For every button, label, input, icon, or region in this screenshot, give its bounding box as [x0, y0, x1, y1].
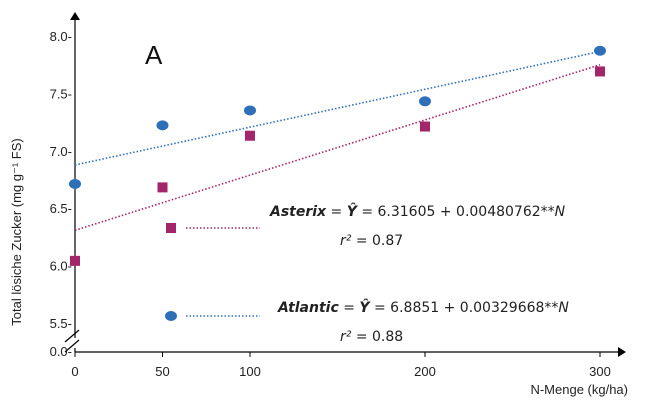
equation-equals: =	[339, 300, 360, 316]
x-tick-label: 300	[589, 364, 611, 379]
legend-marker-atlantic	[165, 311, 177, 321]
r-squared-label: r²	[340, 329, 352, 345]
y-tick-label: 7.0-	[50, 144, 72, 159]
y-tick-label: 6.5-	[50, 201, 72, 216]
data-point-atlantic	[244, 105, 256, 116]
data-point-atlantic	[419, 96, 431, 107]
equation-yhat: Ŷ	[359, 299, 371, 316]
legend-marker-asterix	[166, 223, 176, 233]
equation-rhs: = 6.31605 + 0.00480762**	[357, 204, 555, 220]
y-tick-label: 5.5-	[50, 316, 72, 331]
y-tick-label: 8.0-	[50, 29, 72, 44]
data-point-atlantic	[156, 120, 169, 131]
equation-series-label: Atlantic	[277, 300, 339, 316]
data-point-atlantic	[69, 178, 81, 189]
y-axis-arrow	[70, 12, 80, 20]
equation-atlantic: Atlantic = Ŷ = 6.8851 + 0.00329668**N	[277, 299, 569, 316]
x-tick-label: 0	[71, 364, 78, 379]
equation-variable: N	[555, 204, 566, 220]
y-axis-label: Total lösiche Zucker (mg g⁻¹ FS)	[9, 138, 24, 325]
equation-rhs: = 6.8851 + 0.00329668**	[370, 300, 559, 316]
equation-asterix: Asterix = Ŷ = 6.31605 + 0.00480762**N	[269, 203, 566, 220]
equation-equals: =	[326, 204, 347, 220]
data-point-asterix	[245, 130, 255, 141]
r-squared-label: r²	[340, 233, 352, 249]
fit-line-asterix	[74, 63, 601, 232]
y-axis-break-mark	[64, 329, 80, 343]
equation-variable: N	[558, 300, 569, 316]
r-squared-value: = 0.88	[351, 329, 403, 345]
equation-yhat: Ŷ	[347, 203, 359, 220]
x-tick-label: 100	[239, 364, 261, 379]
data-points	[69, 45, 606, 266]
y-tick-label: 7.5-	[50, 86, 72, 101]
data-point-atlantic	[594, 45, 606, 56]
legend: Atlantic = Ŷ = 6.8851 + 0.00329668**Nr² …	[165, 203, 569, 345]
r-squared-value: = 0.87	[351, 233, 403, 249]
panel-label: A	[145, 40, 163, 70]
axes: 0 50 100 200 300 8.0- 7.5- 7.0- 6.5- 6.0- 5.5- 0.0-…	[9, 12, 628, 397]
x-tick-label: 200	[414, 364, 436, 379]
r-squared-asterix: r² = 0.87	[340, 233, 403, 249]
r-squared-atlantic: r² = 0.88	[340, 329, 403, 345]
x-tick-label: 50	[155, 364, 169, 379]
fit-lines	[74, 50, 601, 232]
y-axis-break-mark	[64, 339, 80, 353]
x-axis-label: N-Menge (kg/ha)	[530, 382, 628, 397]
x-axis-arrow	[618, 347, 626, 357]
data-point-asterix	[157, 182, 168, 193]
data-point-asterix	[70, 255, 80, 266]
data-point-asterix	[595, 66, 605, 77]
data-point-asterix	[420, 121, 430, 132]
y-tick-label: 0.0-	[50, 344, 72, 359]
y-tick-label: 6.0-	[50, 259, 72, 274]
equation-series-label: Asterix	[269, 204, 327, 220]
